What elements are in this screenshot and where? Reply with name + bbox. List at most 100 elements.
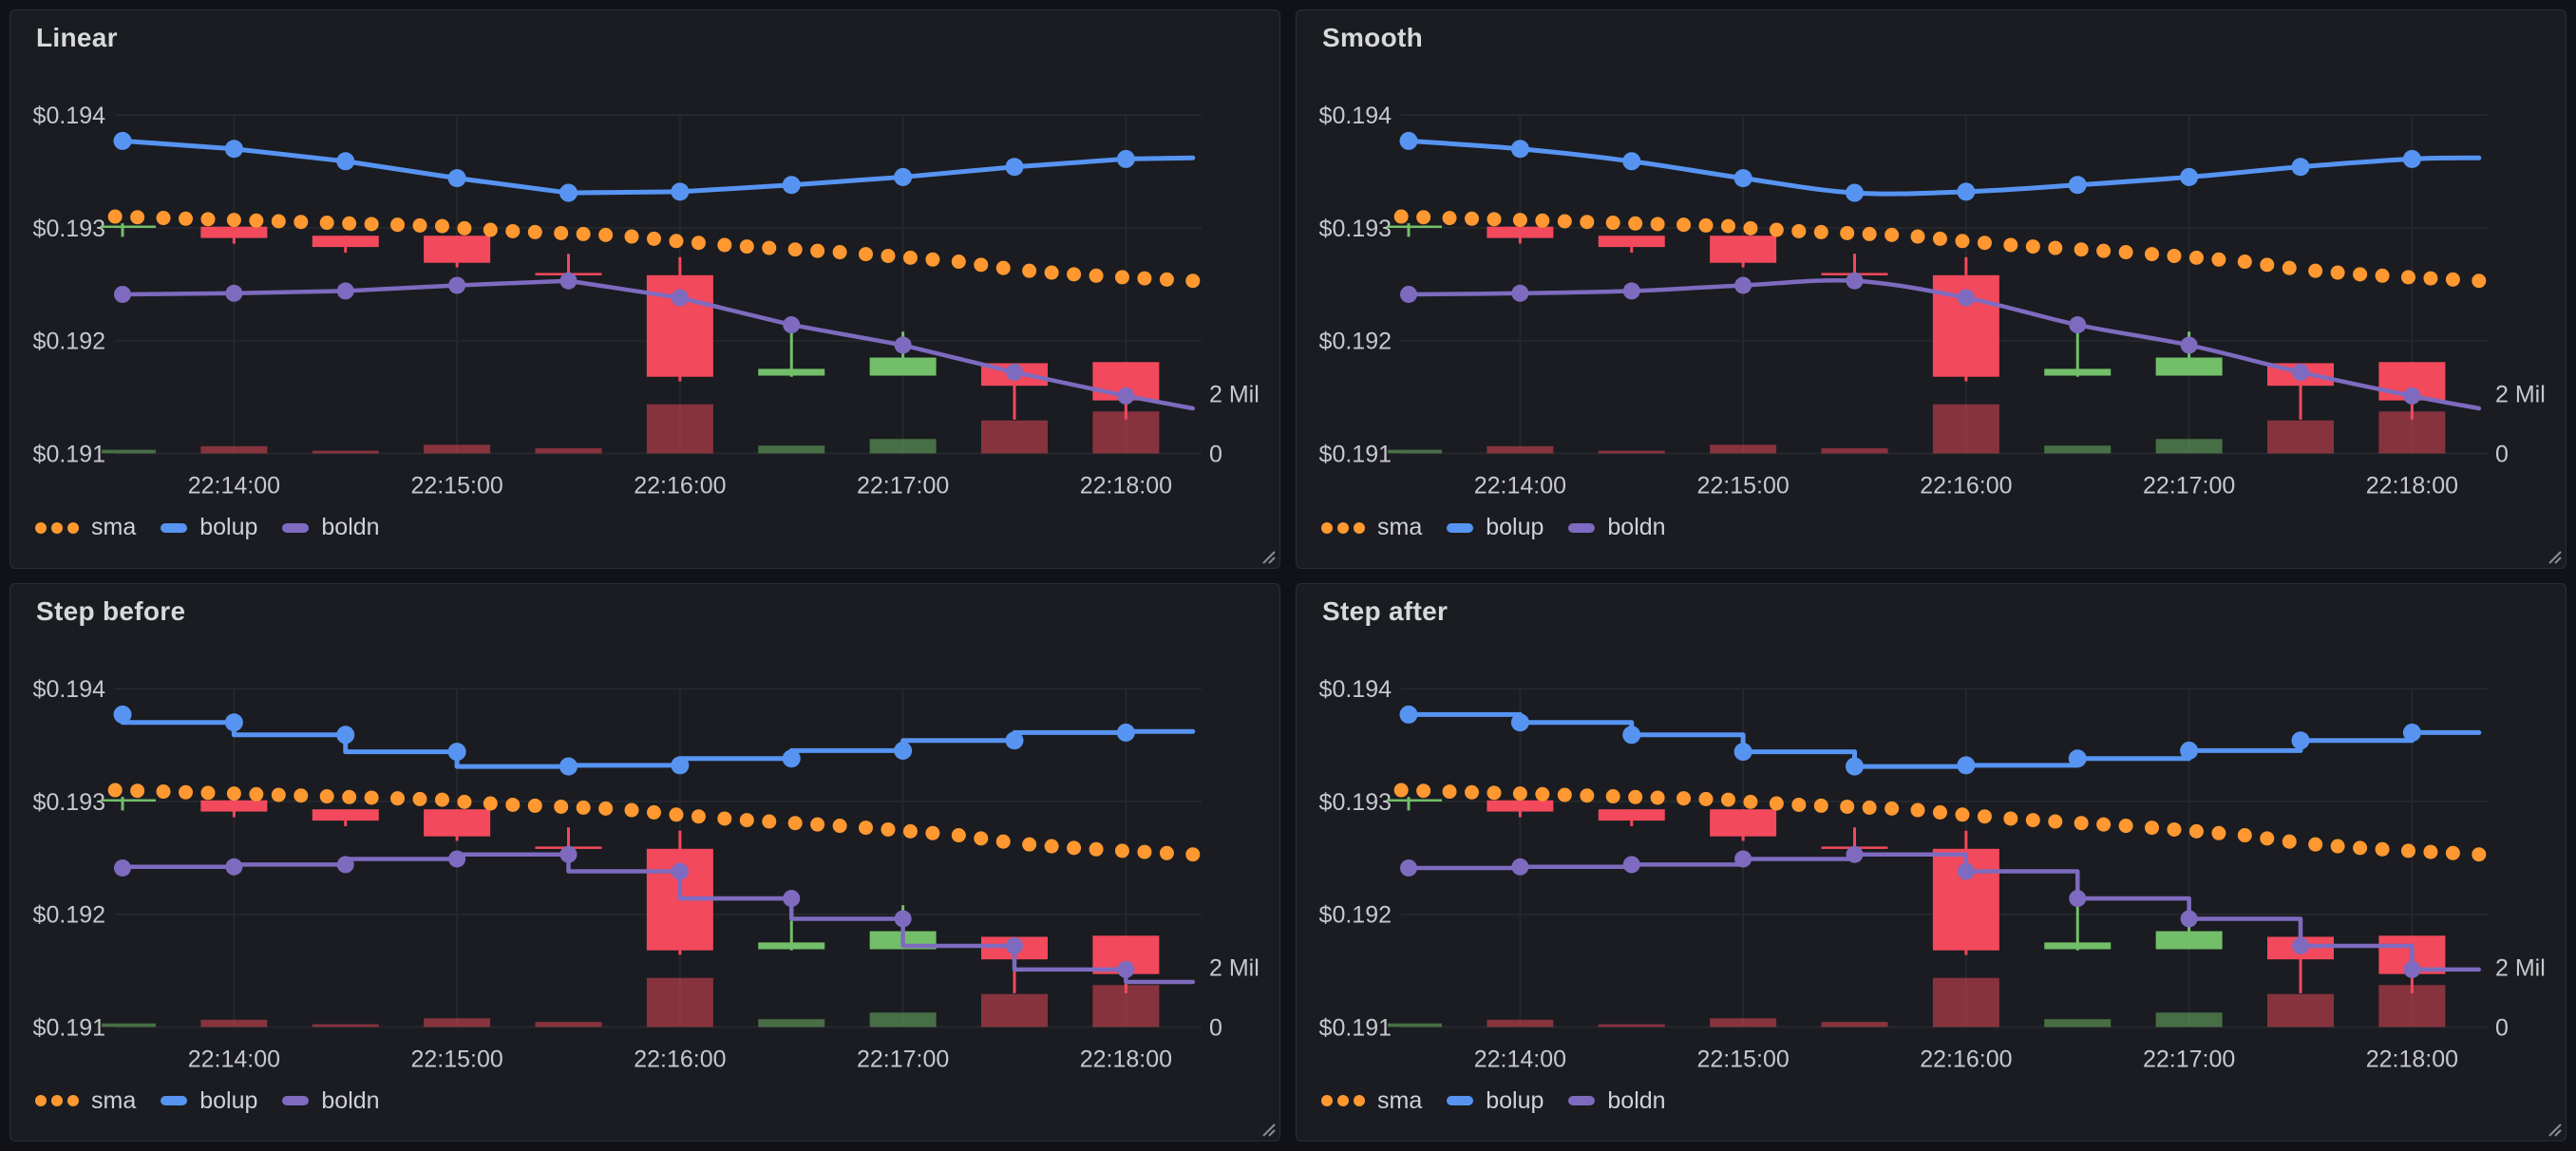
boldn-marker [2292,363,2309,381]
candle-body [2044,941,2112,950]
sma-point [1743,220,1758,236]
boldn-marker [2180,336,2198,354]
y-tick-label: $0.192 [1319,901,1392,928]
bolup-marker [1622,725,1641,744]
volume-bar [200,445,268,454]
boldn-marker [1957,862,1975,880]
volume-bar [981,993,1048,1027]
panel-title[interactable]: Step after [1322,595,1449,626]
bolup-marker [113,705,132,724]
boldn-marker [671,862,689,880]
legend-item-bolup[interactable]: bolup [161,1087,257,1115]
chart-canvas-step-before[interactable]: $0.194 $0.193 $0.192 $0.191 22:14:00 22:15:00… [10,584,1279,1142]
sma-point [1932,231,1947,246]
panel-resize-handle[interactable] [2544,1119,2563,1138]
chart-canvas-linear[interactable]: $0.194 $0.193 $0.192 $0.191 22:14:00 22:15:00… [10,10,1279,568]
sma-point [1977,808,1992,823]
sma-point [1769,796,1784,811]
sma-point [1932,804,1947,820]
boldn-marker [2403,387,2421,405]
sma-point [2025,812,2040,827]
volume-bar [1388,1023,1442,1027]
volume-bar [535,448,602,454]
sma-point [810,817,825,832]
sma-point [646,804,661,820]
candle-body [1487,800,1554,812]
bolup-marker [447,742,466,761]
panel-title[interactable]: Smooth [1322,23,1424,52]
candle-body [312,236,379,248]
sma-point [2353,267,2368,282]
sma-point [1535,213,1550,228]
boldn-marker [336,855,354,873]
legend-item-bolup[interactable]: bolup [1447,514,1544,541]
legend-label: boldn [321,514,380,540]
legend-item-boldn[interactable]: boldn [282,1087,380,1115]
legend-item-boldn[interactable]: boldn [282,514,380,541]
legend-item-bolup[interactable]: bolup [1447,1087,1544,1115]
sma-point [2145,247,2159,262]
boldn-marker [2292,936,2309,954]
sma-point [1022,263,1037,278]
sma-point [1557,214,1572,229]
panel-title[interactable]: Linear [36,23,118,52]
sma-point [434,792,449,807]
volume-bar [1598,1024,1665,1027]
sma-point [390,217,406,233]
candle-body [1710,236,1777,263]
chart-canvas-smooth[interactable]: $0.194 $0.193 $0.192 $0.191 22:14:00 22:15:00… [1297,10,2566,568]
sma-point [2472,846,2487,861]
chart-canvas-step-after[interactable]: $0.194 $0.193 $0.192 $0.191 22:14:00 22:15:00… [1297,584,2566,1142]
sma-point [995,834,1011,849]
sma-point [1159,272,1174,287]
sma-point [717,810,732,825]
sma-point [1791,797,1807,812]
y-tick-label: $0.194 [1319,103,1392,129]
x-tick-label: 22:16:00 [1920,472,2012,499]
candle-body [424,236,491,263]
bolup-marker [782,748,801,767]
sma-point [1487,212,1502,227]
sma-point [669,806,684,821]
panel-title[interactable]: Step before [36,595,186,626]
sma-point [2025,239,2040,255]
boldn-marker [783,316,801,334]
boldn-marker [894,909,912,927]
panel-resize-handle[interactable] [1258,546,1277,565]
bolup-marker [671,182,690,201]
boldn-marker [2069,889,2087,907]
panel-resize-handle[interactable] [1258,1119,1277,1138]
volume-bar [869,1011,937,1027]
x-tick-label: 22:18:00 [2366,1046,2458,1072]
sma-point [130,783,145,798]
sma-point [1698,217,1714,233]
boldn-marker [894,336,912,354]
legend-item-boldn[interactable]: boldn [1568,1087,1666,1115]
sma-point [787,815,803,830]
legend-label: bolup [199,514,258,540]
legend-item-boldn[interactable]: boldn [1568,514,1666,541]
sma-point [319,788,334,803]
sma-point [1650,217,1665,232]
panel-resize-handle[interactable] [2544,546,2563,565]
sma-point [859,820,873,835]
panel-linear: Linear $0.194 $0.193 $0.192 $0.191 22:14:00 2… [9,9,1280,569]
sma-point [1605,216,1620,231]
volume-bar [1388,449,1442,454]
legend-item-sma[interactable]: sma [35,514,136,541]
sma-point [294,787,309,802]
volume-axis-label: 0 [1209,1014,1222,1041]
legend-item-sma[interactable]: sma [1321,514,1422,541]
sma-point [2423,844,2438,859]
sma-point [1393,783,1409,798]
sma-point [881,821,896,837]
sma-point [691,808,706,823]
legend-item-sma[interactable]: sma [1321,1087,1422,1115]
sma-point [1022,837,1037,852]
legend-item-sma[interactable]: sma [35,1087,136,1115]
boldn-line-icon [1568,1096,1596,1105]
volume-axis-label: 0 [1209,441,1222,467]
sma-point [1813,798,1828,813]
legend-item-bolup[interactable]: bolup [161,514,257,541]
candle-body [1598,808,1665,821]
